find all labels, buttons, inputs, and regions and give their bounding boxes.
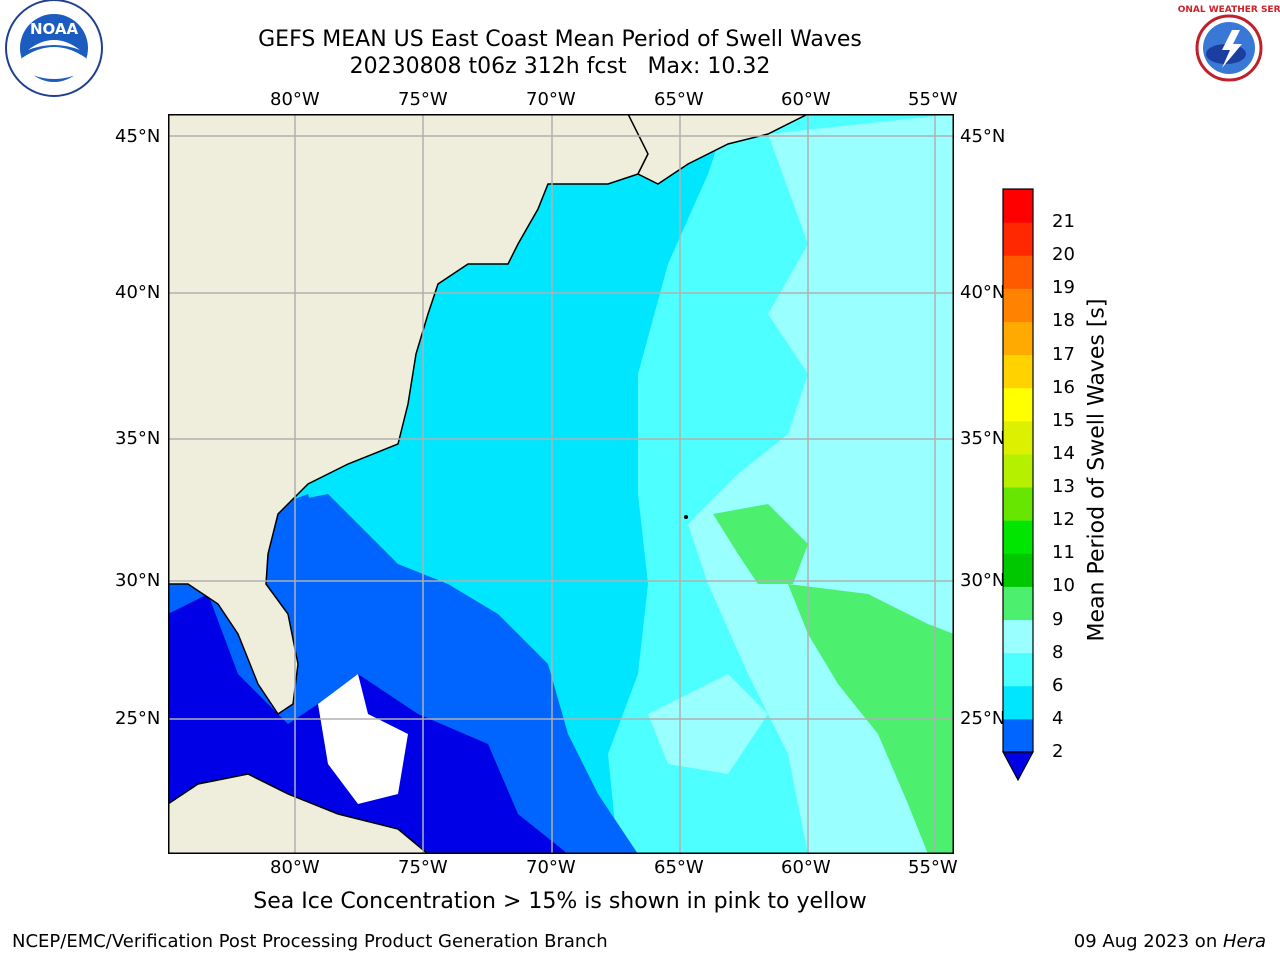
colorbar xyxy=(1001,188,1035,782)
lon-label-top-55w: 55°W xyxy=(908,89,958,110)
colorbar-swatch xyxy=(1003,255,1033,289)
lon-label-bottom-80w: 80°W xyxy=(270,857,320,878)
lon-label-top-65w: 65°W xyxy=(654,89,704,110)
colorbar-tick-label: 19 xyxy=(1052,277,1075,299)
lat-label-left-35n: 35°N xyxy=(115,428,161,449)
lat-label-right-25n: 25°N xyxy=(960,708,1006,729)
nws-logo: NATIONAL WEATHER SERVICE xyxy=(1178,2,1280,94)
colorbar-swatch xyxy=(1003,420,1033,455)
lat-label-left-30n: 30°N xyxy=(115,570,161,591)
lat-label-left-25n: 25°N xyxy=(115,708,161,729)
colorbar-tick-label: 15 xyxy=(1052,409,1075,431)
colorbar-swatch xyxy=(1003,222,1033,256)
svg-text:NATIONAL WEATHER SERVICE: NATIONAL WEATHER SERVICE xyxy=(1178,5,1280,15)
colorbar-tick-label: 9 xyxy=(1052,608,1064,630)
title-line-2: 20230808 t06z 312h fcst Max: 10.32 xyxy=(349,54,771,79)
lon-label-top-60w: 60°W xyxy=(781,89,831,110)
colorbar-swatch xyxy=(1003,288,1033,322)
zone-9-10s-a xyxy=(713,504,808,584)
lon-label-top-80w: 80°W xyxy=(270,89,320,110)
colorbar-tick-label: 4 xyxy=(1052,707,1064,729)
colorbar-swatch xyxy=(1003,189,1033,223)
colorbar-swatch xyxy=(1003,586,1033,621)
noaa-logo: NOAA xyxy=(5,0,103,97)
colorbar-swatch xyxy=(1003,619,1033,654)
cuba-land xyxy=(168,773,430,854)
colorbar-tick-label: 13 xyxy=(1052,476,1075,498)
colorbar-tick-label: 12 xyxy=(1052,509,1075,531)
colorbar-tick-label: 6 xyxy=(1052,674,1064,696)
lat-label-left-45n: 45°N xyxy=(115,126,161,147)
footer-date-text: 09 Aug 2023 on xyxy=(1073,931,1223,952)
colorbar-swatch xyxy=(1003,487,1033,521)
lon-label-top-75w: 75°W xyxy=(398,89,448,110)
lat-label-right-30n: 30°N xyxy=(960,570,1006,591)
us-east-coast-land xyxy=(168,114,730,716)
sea-ice-note: Sea Ice Concentration > 15% is shown in … xyxy=(253,889,867,914)
lat-label-right-40n: 40°N xyxy=(960,282,1006,303)
lat-label-left-40n: 40°N xyxy=(115,282,161,303)
footer-machine: Hera xyxy=(1222,931,1266,952)
lon-label-bottom-75w: 75°W xyxy=(398,857,448,878)
colorbar-tick-label: 20 xyxy=(1052,244,1075,266)
lat-label-right-45n: 45°N xyxy=(960,126,1006,147)
colorbar-extend-arrow xyxy=(1001,751,1035,782)
colorbar-swatch xyxy=(1003,685,1033,720)
colorbar-swatch xyxy=(1003,520,1033,554)
footer-date: 09 Aug 2023 on Hera xyxy=(1074,931,1266,952)
colorbar-frame xyxy=(1002,188,1034,753)
map-frame xyxy=(168,114,954,854)
colorbar-swatch xyxy=(1003,354,1033,389)
chart-title: GEFS MEAN US East Coast Mean Period of S… xyxy=(160,26,960,80)
colorbar-tick-label: 11 xyxy=(1052,542,1075,564)
swell-period-map xyxy=(168,114,954,854)
colorbar-swatch xyxy=(1003,553,1033,587)
colorbar-swatch xyxy=(1003,321,1033,356)
colorbar-label: Mean Period of Swell Waves [s] xyxy=(1084,298,1110,642)
lon-label-bottom-55w: 55°W xyxy=(908,857,958,878)
colorbar-tick-label: 18 xyxy=(1052,310,1075,332)
colorbar-tick-label: 14 xyxy=(1052,442,1075,464)
lon-label-top-70w: 70°W xyxy=(526,89,576,110)
zone-8-9s-south xyxy=(648,674,768,774)
bahamas-bank xyxy=(318,674,408,804)
colorbar-swatch xyxy=(1003,387,1033,422)
lon-label-bottom-65w: 65°W xyxy=(654,857,704,878)
colorbar-tick-label: 17 xyxy=(1052,343,1075,365)
colorbar-swatch xyxy=(1003,652,1033,687)
colorbar-swatch xyxy=(1003,718,1033,753)
title-line-1: GEFS MEAN US East Coast Mean Period of S… xyxy=(258,27,862,52)
colorbar-tick-label: 10 xyxy=(1052,575,1075,597)
lon-label-bottom-60w: 60°W xyxy=(781,857,831,878)
colorbar-tick-label: 16 xyxy=(1052,376,1075,398)
bermuda-dot xyxy=(684,515,688,519)
svg-text:NOAA: NOAA xyxy=(30,20,79,38)
lat-label-right-35n: 35°N xyxy=(960,428,1006,449)
nova-scotia-land xyxy=(627,114,809,185)
lon-label-bottom-70w: 70°W xyxy=(526,857,576,878)
colorbar-tick-label: 8 xyxy=(1052,641,1064,663)
graticule xyxy=(168,114,954,854)
colorbar-tick-label: 21 xyxy=(1052,211,1075,233)
footer-branch: NCEP/EMC/Verification Post Processing Pr… xyxy=(12,931,608,952)
colorbar-swatch xyxy=(1003,453,1033,488)
colorbar-tick-label: 2 xyxy=(1052,741,1064,762)
